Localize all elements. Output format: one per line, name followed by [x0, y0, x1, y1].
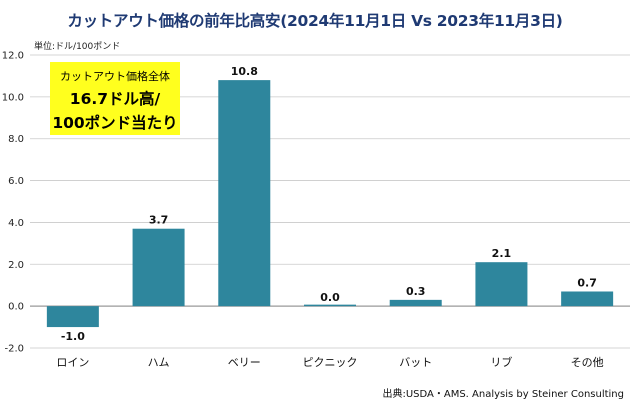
data-label: 10.8 [231, 65, 258, 78]
y-tick-label: 10.0 [2, 92, 24, 103]
category-label: その他 [571, 356, 604, 369]
data-label: 2.1 [492, 247, 512, 260]
bar [389, 299, 442, 307]
chart-title: カットアウト価格の前年比高安(2024年11月1日 Vs 2023年11月3日) [67, 12, 563, 30]
y-tick-label: -2.0 [4, 344, 24, 355]
y-tick-label: 0.0 [8, 302, 24, 313]
data-label: -1.0 [61, 330, 85, 343]
y-axis-ticks: 12.0 10.0 8.0 6.0 4.0 2.0 0.0 -2.0 [2, 51, 24, 355]
bar [218, 80, 271, 307]
y-tick-label: 12.0 [2, 51, 24, 62]
category-label: ピクニック [303, 356, 358, 369]
data-label: 0.3 [406, 285, 426, 298]
bar [132, 228, 185, 307]
data-label: 0.0 [320, 291, 340, 304]
callout-line-1: カットアウト価格全体 [60, 70, 170, 83]
data-label: 0.7 [577, 276, 597, 289]
category-label: バット [399, 356, 432, 369]
summary-callout: カットアウト価格全体 16.7ドル高/ 100ポンド当たり [50, 62, 180, 135]
y-tick-label: 2.0 [8, 260, 24, 271]
bar [304, 304, 356, 307]
category-label: ベリー [228, 356, 261, 369]
bar [561, 291, 614, 307]
data-labels: -1.0 3.7 10.8 0.0 0.3 2.1 0.7 [61, 65, 597, 343]
unit-label: 単位:ドル/100ポンド [34, 42, 121, 52]
source-note: 出典:USDA・AMS. Analysis by Steiner Consult… [382, 389, 624, 400]
y-tick-label: 6.0 [8, 176, 24, 187]
bar [46, 306, 99, 328]
y-tick-label: 4.0 [8, 218, 24, 229]
category-label: ロイン [56, 356, 89, 369]
category-label: リブ [490, 355, 512, 369]
category-label: ハム [148, 356, 170, 369]
bars [46, 80, 614, 328]
callout-line-3: 100ポンド当たり [52, 114, 178, 132]
callout-line-2: 16.7ドル高/ [69, 90, 161, 108]
bar [475, 262, 528, 307]
y-tick-label: 8.0 [8, 134, 24, 145]
data-label: 3.7 [149, 214, 169, 227]
category-labels: ロイン ハム ベリー ピクニック バット リブ その他 [56, 355, 603, 369]
